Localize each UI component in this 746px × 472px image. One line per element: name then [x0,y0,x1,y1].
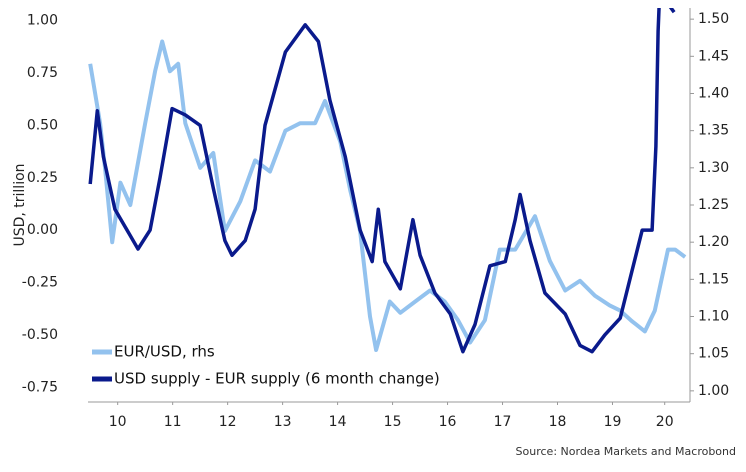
y2-tick-label: 1.00 [698,383,729,399]
x-tick-label: 18 [549,414,567,430]
y2-tick-label: 1.40 [698,85,729,101]
series-line [88,39,687,352]
y2-tick-label: 1.50 [698,11,729,27]
source-note: Source: Nordea Markets and Macrobond [516,445,736,458]
y2-tick-label: 1.35 [698,123,729,139]
y-tick-label: -0.75 [22,379,58,395]
y2-tick-label: 1.25 [698,197,729,213]
y-tick-label: -0.50 [22,327,58,343]
y2-tick-label: 1.05 [698,346,729,362]
x-tick-label: 12 [219,414,237,430]
legend-label: EUR/USD, rhs [114,343,215,361]
y-tick-label: 0.00 [27,222,58,238]
plot-area [88,8,687,354]
y2-tick-label: 1.30 [698,160,729,176]
y2-tick-label: 1.45 [698,48,729,64]
x-tick-label: 19 [604,414,622,430]
x-tick-label: 15 [384,414,402,430]
y-tick-label: 0.75 [27,65,58,81]
series-line [88,8,676,354]
x-tick-label: 11 [164,414,182,430]
x-tick-label: 16 [439,414,457,430]
x-tick-label: 10 [109,414,127,430]
y-tick-label: 0.50 [27,117,58,133]
y2-tick-label: 1.10 [698,309,729,325]
x-tick-label: 17 [494,414,512,430]
x-tick-label: 14 [329,414,347,430]
x-tick-label: 13 [274,414,292,430]
x-tick-label: 20 [656,414,674,430]
legend-label: USD supply - EUR supply (6 month change) [114,370,440,388]
y2-tick-label: 1.15 [698,271,729,287]
y-tick-label: -0.25 [22,275,58,291]
y2-tick-label: 1.20 [698,234,729,250]
y-axis-label: USD, trillion [12,163,28,246]
y-tick-label: 1.00 [27,13,58,29]
y-tick-label: 0.25 [27,170,58,186]
